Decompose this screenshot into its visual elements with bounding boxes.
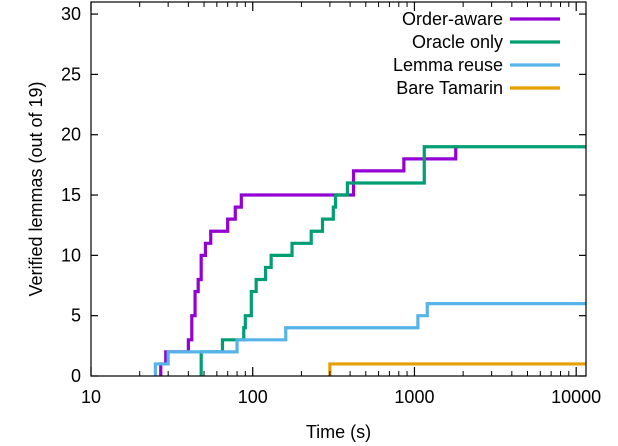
series-line-lemma-reuse (153, 302, 586, 376)
legend-label-order-aware: Order-aware (402, 9, 503, 29)
y-tick-label: 10 (61, 245, 81, 265)
legend-label-oracle-only: Oracle only (412, 32, 503, 52)
x-axis-label: Time (s) (306, 422, 371, 442)
series-line-oracle-only (199, 145, 586, 376)
y-tick-label: 25 (61, 64, 81, 84)
x-tick-label: 10 (81, 387, 101, 407)
legend: Order-aware Oracle only Lemma reuse Bare Ta… (393, 9, 560, 98)
x-tick-label: 1000 (394, 387, 434, 407)
plot-frame (90, 1, 587, 377)
legend-label-lemma-reuse: Lemma reuse (393, 55, 503, 75)
y-tick-label: 30 (61, 4, 81, 24)
series-line-order-aware (159, 146, 458, 376)
x-tick-label: 100 (238, 387, 268, 407)
legend-label-bare-tamarin: Bare Tamarin (396, 78, 503, 98)
y-tick-label: 15 (61, 185, 81, 205)
y-tick-label: 20 (61, 125, 81, 145)
x-tick-label: 10000 (551, 387, 601, 407)
ticks-layer: 0 5 10 15 20 25 30 10 100 1000 10000 (61, 2, 601, 407)
y-tick-label: 5 (71, 306, 81, 326)
y-tick-label: 0 (71, 366, 81, 386)
series-line-bare-tamarin (328, 362, 586, 376)
series-layer (153, 145, 586, 376)
y-axis-label: Verified lemmas (out of 19) (26, 81, 46, 296)
